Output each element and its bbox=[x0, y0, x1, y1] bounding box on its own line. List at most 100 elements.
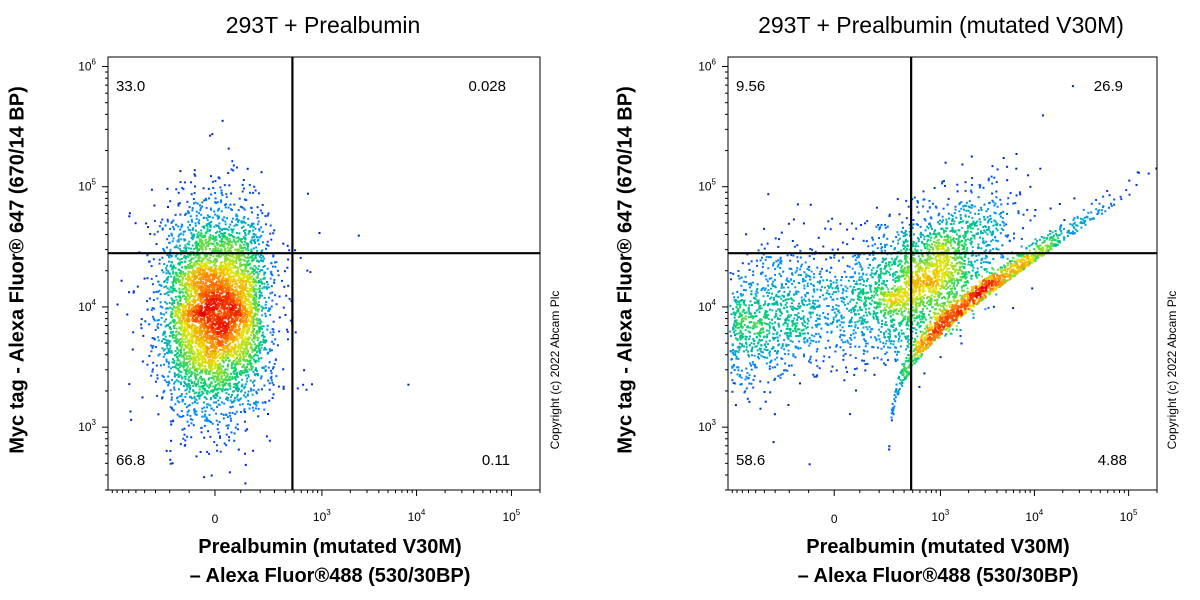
event-dot bbox=[210, 407, 213, 410]
event-dot bbox=[194, 265, 197, 267]
event-dot bbox=[239, 397, 242, 400]
event-dot bbox=[235, 232, 238, 234]
event-dot bbox=[195, 254, 198, 257]
event-dot bbox=[231, 329, 234, 332]
event-dot bbox=[225, 293, 228, 295]
event-dot bbox=[184, 274, 187, 277]
event-dot bbox=[210, 354, 213, 357]
event-dot bbox=[237, 256, 240, 258]
event-dot bbox=[250, 206, 253, 209]
event-dot bbox=[169, 420, 172, 423]
event-dot bbox=[228, 360, 230, 362]
event-dot bbox=[187, 424, 190, 427]
event-dot bbox=[172, 264, 175, 267]
event-dot bbox=[216, 214, 219, 217]
event-dot bbox=[248, 295, 251, 298]
event-dot bbox=[252, 191, 255, 194]
event-dot bbox=[188, 240, 191, 243]
event-dot bbox=[195, 376, 197, 379]
event-dot bbox=[186, 414, 189, 417]
event-dot bbox=[178, 258, 181, 261]
event-dot bbox=[193, 395, 196, 398]
event-dot bbox=[251, 393, 254, 396]
event-dot bbox=[183, 353, 185, 356]
event-dot bbox=[217, 298, 220, 301]
event-dot bbox=[182, 230, 185, 233]
event-dot bbox=[239, 243, 242, 246]
event-dot bbox=[253, 290, 255, 293]
event-dot bbox=[286, 244, 289, 247]
event-dot bbox=[167, 361, 170, 364]
event-dot bbox=[220, 232, 223, 235]
event-dot bbox=[234, 260, 237, 262]
event-dot bbox=[241, 403, 244, 406]
event-dot bbox=[222, 306, 225, 309]
event-dot bbox=[264, 312, 267, 315]
event-dot bbox=[206, 392, 209, 395]
event-dot bbox=[247, 249, 250, 252]
event-dot bbox=[199, 234, 202, 237]
event-dot bbox=[156, 374, 159, 377]
event-dot bbox=[227, 393, 230, 396]
event-dot bbox=[189, 388, 192, 391]
event-dot bbox=[208, 391, 211, 394]
event-dot bbox=[253, 185, 256, 188]
event-dot bbox=[166, 220, 169, 223]
event-dot bbox=[173, 388, 176, 391]
event-dot bbox=[223, 374, 226, 377]
event-dot bbox=[207, 280, 210, 282]
event-dot bbox=[197, 267, 200, 270]
event-dot bbox=[227, 244, 230, 247]
event-dot bbox=[256, 308, 259, 310]
event-dot bbox=[225, 388, 227, 391]
event-dot bbox=[159, 364, 162, 367]
event-dot bbox=[192, 288, 195, 291]
event-dot bbox=[184, 247, 187, 250]
event-dot bbox=[241, 288, 244, 291]
event-dot bbox=[230, 314, 233, 317]
event-dot bbox=[251, 350, 254, 353]
event-dot bbox=[248, 184, 251, 186]
event-dot bbox=[203, 436, 206, 439]
event-dot bbox=[235, 300, 237, 303]
event-dot bbox=[232, 295, 235, 298]
event-dot bbox=[183, 239, 186, 242]
event-dot bbox=[185, 288, 188, 290]
event-dot bbox=[151, 368, 154, 371]
event-dot bbox=[251, 357, 254, 359]
event-dot bbox=[188, 404, 191, 406]
event-dot bbox=[245, 280, 248, 283]
event-dot bbox=[183, 433, 186, 436]
event-dot bbox=[202, 301, 205, 303]
event-dot bbox=[200, 431, 203, 434]
event-dot bbox=[193, 305, 196, 308]
event-dot bbox=[184, 403, 187, 405]
event-dot bbox=[240, 272, 243, 275]
event-dot bbox=[182, 233, 185, 236]
event-dot bbox=[244, 391, 247, 394]
event-dot bbox=[181, 304, 184, 307]
event-dot bbox=[200, 293, 202, 295]
event-dot bbox=[264, 369, 267, 372]
event-dot bbox=[173, 266, 176, 269]
event-dot bbox=[266, 324, 269, 327]
event-dot bbox=[173, 301, 176, 304]
event-dot bbox=[242, 365, 245, 368]
event-dot bbox=[190, 436, 193, 439]
event-dot bbox=[191, 323, 194, 326]
event-dot bbox=[182, 338, 185, 341]
event-dot bbox=[188, 338, 191, 341]
event-dot bbox=[203, 328, 206, 331]
event-dot bbox=[218, 230, 221, 233]
event-dot bbox=[216, 355, 219, 358]
event-dot bbox=[271, 397, 274, 399]
event-dot bbox=[235, 275, 238, 277]
event-dot bbox=[211, 334, 214, 337]
event-dot bbox=[168, 335, 171, 337]
event-dot bbox=[266, 281, 268, 283]
event-dot bbox=[195, 210, 198, 213]
event-dot bbox=[183, 369, 186, 372]
event-dot bbox=[206, 349, 209, 352]
event-dot bbox=[189, 379, 192, 382]
event-dot bbox=[235, 258, 238, 261]
